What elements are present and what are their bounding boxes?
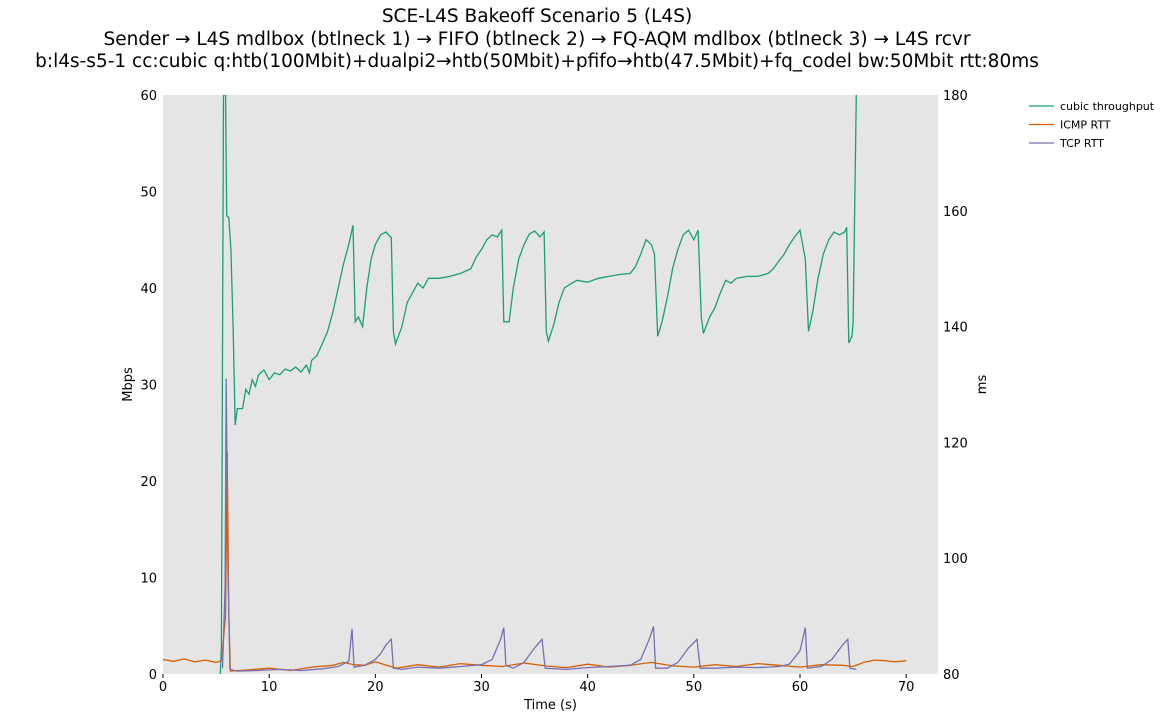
x-tick-label-1: 10 — [261, 680, 278, 695]
axes-layer: 0 10 20 30 40 50 60 70 0 10 20 30 40 50 60 80 100 120 140 1… — [140, 89, 967, 695]
x-tick-label-2: 20 — [367, 680, 384, 695]
y-right-tick-label-5: 180 — [943, 89, 968, 104]
legend: cubic throughput ICMP RTT TCP RTT — [1029, 100, 1155, 150]
x-tick-label-5: 50 — [686, 680, 703, 695]
y-left-tick-label-3: 30 — [140, 379, 157, 394]
y-right-tick-label-4: 160 — [943, 205, 968, 220]
chart-subtitle-path: Sender → L4S mdlbox (btlneck 1) → FIFO (… — [103, 29, 971, 50]
y-right-tick-label-0: 80 — [943, 668, 960, 683]
x-axis-label: Time (s) — [523, 698, 577, 713]
y-left-tick-label-5: 50 — [140, 186, 157, 201]
plot-background — [163, 95, 938, 674]
y-left-tick-label-2: 20 — [140, 475, 157, 490]
y-right-tick-label-2: 120 — [943, 436, 968, 451]
legend-label-1: ICMP RTT — [1060, 119, 1111, 132]
legend-label-2: TCP RTT — [1059, 137, 1104, 150]
y-right-tick-label-1: 100 — [943, 552, 968, 567]
x-tick-label-0: 0 — [159, 680, 167, 695]
series-line-0 — [219, 95, 857, 674]
x-tick-label-3: 30 — [473, 680, 490, 695]
series-line-2 — [221, 378, 857, 672]
y-right-tick-label-3: 140 — [943, 321, 968, 336]
y-left-tick-label-0: 0 — [149, 668, 157, 683]
x-tick-label-4: 40 — [579, 680, 596, 695]
x-tick-label-7: 70 — [898, 680, 915, 695]
y-axis-right-label: ms — [975, 375, 990, 395]
y-left-tick-label-1: 10 — [140, 572, 157, 587]
x-tick-label-6: 60 — [792, 680, 809, 695]
y-axis-left-label: Mbps — [121, 367, 136, 402]
legend-label-0: cubic throughput — [1060, 100, 1155, 113]
chart-title: SCE-L4S Bakeoff Scenario 5 (L4S) — [381, 6, 693, 27]
y-left-tick-label-4: 40 — [140, 282, 157, 297]
chart-subtitle-config: b:l4s-s5-1 cc:cubic q:htb(100Mbit)+dualp… — [35, 51, 1039, 72]
series-layer — [163, 95, 907, 674]
y-left-tick-label-6: 60 — [140, 89, 157, 104]
